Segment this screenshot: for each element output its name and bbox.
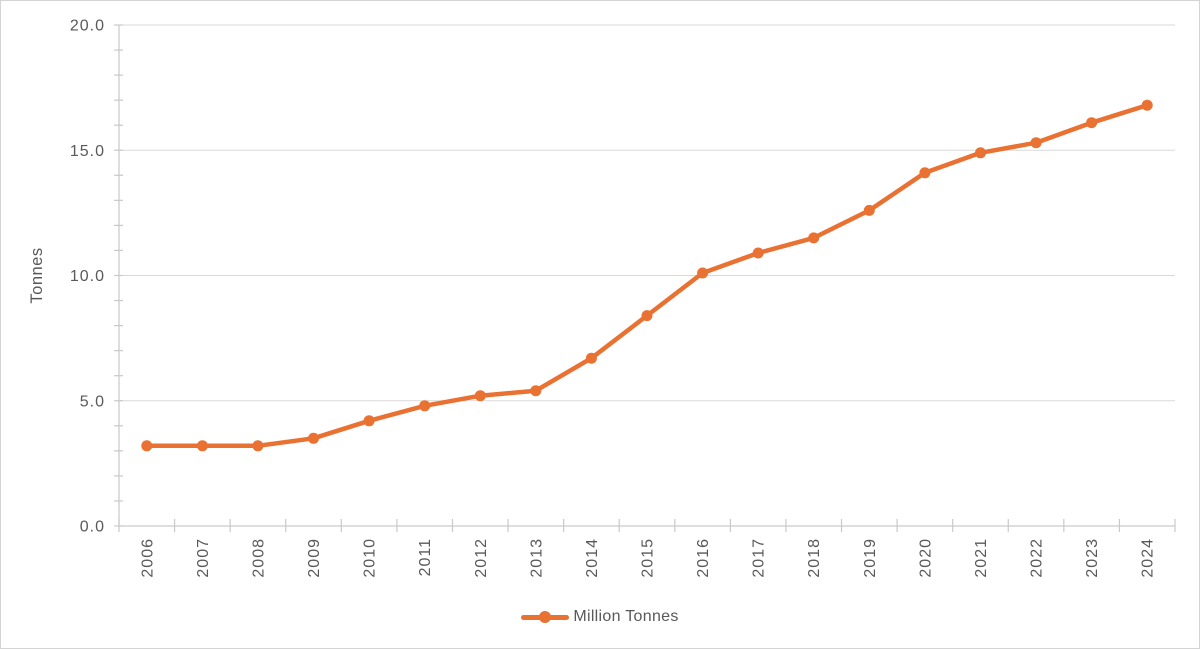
x-tick-label-2015: 2015 bbox=[640, 538, 657, 578]
x-tick-label-2024: 2024 bbox=[1140, 538, 1157, 578]
data-point-2016 bbox=[697, 267, 709, 279]
data-point-2017 bbox=[752, 247, 764, 259]
x-tick-label-2011: 2011 bbox=[417, 538, 434, 576]
y-tick-label-20.0: 20.0 bbox=[70, 18, 105, 35]
legend-label: Million Tonnes bbox=[573, 608, 679, 625]
data-point-2022 bbox=[1030, 137, 1042, 149]
data-point-2008 bbox=[252, 440, 264, 452]
x-tick-label-2017: 2017 bbox=[751, 538, 768, 578]
y-tick-label-15.0: 15.0 bbox=[70, 143, 105, 160]
x-tick-label-2006: 2006 bbox=[139, 538, 156, 578]
data-point-2020 bbox=[919, 167, 931, 179]
x-tick-label-2022: 2022 bbox=[1029, 538, 1046, 578]
y-tick-label-10.0: 10.0 bbox=[70, 268, 105, 285]
data-point-2006 bbox=[141, 440, 153, 452]
legend-marker-dot-icon bbox=[539, 611, 552, 623]
data-point-2021 bbox=[975, 147, 986, 159]
data-point-2010 bbox=[363, 415, 375, 427]
x-tick-label-2013: 2013 bbox=[528, 538, 545, 578]
data-point-2015 bbox=[641, 310, 653, 322]
x-tick-label-2008: 2008 bbox=[250, 538, 267, 578]
x-tick-label-2018: 2018 bbox=[806, 538, 823, 578]
data-point-2014 bbox=[585, 352, 597, 364]
x-tick-label-2012: 2012 bbox=[473, 538, 490, 578]
x-tick-label-2014: 2014 bbox=[584, 538, 601, 578]
data-point-2019 bbox=[863, 204, 875, 216]
data-point-2007 bbox=[196, 440, 208, 452]
data-point-2013 bbox=[530, 385, 542, 397]
x-tick-label-2009: 2009 bbox=[306, 538, 323, 578]
data-point-2018 bbox=[808, 232, 820, 244]
legend-series-line-marker bbox=[521, 611, 570, 623]
x-tick-label-2007: 2007 bbox=[195, 538, 212, 578]
x-tick-label-2016: 2016 bbox=[695, 538, 712, 578]
x-tick-label-2023: 2023 bbox=[1084, 538, 1101, 578]
data-point-2023 bbox=[1086, 117, 1098, 129]
legend: Million Tonnes bbox=[1, 604, 1199, 630]
y-axis-title: Tonnes bbox=[28, 247, 46, 303]
data-point-2009 bbox=[308, 432, 319, 444]
x-tick-label-2021: 2021 bbox=[973, 538, 990, 578]
x-tick-label-2010: 2010 bbox=[362, 538, 379, 578]
data-point-2024 bbox=[1141, 99, 1153, 111]
y-tick-label-0.0: 0.0 bbox=[80, 519, 105, 536]
x-tick-label-2019: 2019 bbox=[862, 538, 879, 578]
y-tick-label-5.0: 5.0 bbox=[80, 393, 105, 410]
x-tick-label-2020: 2020 bbox=[917, 538, 934, 578]
data-point-2012 bbox=[474, 390, 486, 402]
data-point-2011 bbox=[419, 400, 431, 412]
